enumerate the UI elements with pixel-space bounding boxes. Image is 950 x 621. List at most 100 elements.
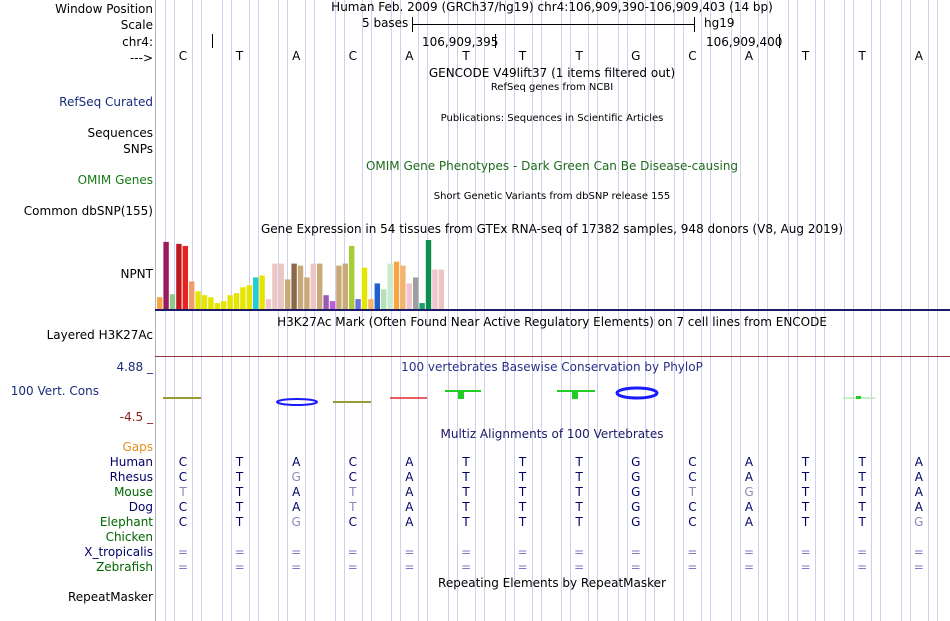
h3k27ac-title: H3K27Ac Mark (Often Found Near Active Re… — [277, 315, 827, 329]
alignment-base: A — [405, 485, 414, 499]
gtex-expression-chart[interactable] — [155, 236, 535, 309]
alignment-base: T — [801, 455, 810, 469]
gtex-tissue-bar — [176, 243, 182, 309]
alignment-base: G — [631, 485, 641, 499]
alignment-base: T — [235, 455, 244, 469]
alignment-base: A — [405, 470, 414, 484]
alignment-base: = — [630, 560, 641, 574]
reference-base: C — [348, 49, 357, 63]
species-label[interactable]: Rhesus — [109, 470, 153, 484]
gtex-tissue-bar — [285, 279, 291, 309]
sequences-track-label[interactable]: Sequences — [87, 126, 153, 140]
gtex-tissue-bar — [310, 263, 316, 309]
alignment-base: G — [631, 500, 641, 514]
reference-base: G — [631, 49, 641, 63]
alignment-base: = — [347, 545, 358, 559]
species-label[interactable]: Mouse — [114, 485, 153, 499]
alignment-base: T — [575, 500, 583, 514]
alignment-base: T — [235, 515, 244, 529]
gtex-tissue-bar — [317, 263, 323, 309]
alignment-base: = — [857, 560, 868, 574]
snps-track-label[interactable]: SNPs — [123, 142, 153, 156]
species-label[interactable]: Elephant — [99, 515, 153, 529]
alignment-base: C — [178, 470, 188, 484]
ruler-tick-1 — [495, 34, 496, 48]
alignment-base: A — [744, 470, 754, 484]
gtex-tissue-bar — [349, 245, 355, 309]
refseq-track-label[interactable]: RefSeq Curated — [59, 95, 153, 109]
alignment-base: T — [575, 455, 583, 469]
gtex-tissue-bar — [291, 263, 297, 309]
dbsnp-track-label[interactable]: Common dbSNP(155) — [23, 204, 153, 218]
alignment-base: = — [460, 545, 472, 559]
alignment-base: A — [292, 500, 301, 514]
gtex-tissue-bar — [438, 269, 444, 309]
gtex-tissue-bar — [208, 297, 214, 309]
alignment-base: G — [631, 455, 641, 469]
alignment-base: C — [178, 455, 188, 469]
gtex-tissue-bar — [374, 283, 380, 309]
alignment-base: T — [462, 485, 470, 499]
gtex-tissue-bar — [182, 245, 188, 309]
alignment-base: T — [518, 455, 527, 469]
scale-bar-left-tick — [412, 17, 413, 32]
alignment-base: = — [234, 560, 245, 574]
alignment-base: T — [349, 485, 357, 499]
gtex-tissue-bar — [400, 265, 406, 309]
reference-base: A — [405, 49, 414, 63]
phylop-title: 100 vertebrates Basewise Conservation by… — [401, 360, 703, 374]
gtex-tissue-bar — [432, 269, 438, 309]
alignment-base: T — [462, 500, 470, 514]
alignment-base: C — [348, 470, 357, 484]
gtex-tissue-bar — [163, 241, 169, 309]
alignment-base: G — [744, 485, 754, 499]
alignment-base: T — [858, 455, 866, 469]
alignment-base: G — [291, 515, 301, 529]
scale-bar — [412, 24, 695, 25]
ruler-coord-2: 106,909,400 — [706, 35, 783, 49]
scale-bar-right-tick — [694, 17, 695, 32]
species-label[interactable]: Zebrafish — [96, 560, 153, 574]
species-label[interactable]: X_tropicalis — [84, 545, 153, 559]
alignment-base: = — [291, 560, 302, 574]
reference-base: T — [235, 49, 244, 63]
omim-track-label[interactable]: OMIM Genes — [77, 173, 153, 187]
alignment-base: = — [404, 545, 415, 559]
phylop-conservation-track[interactable] — [155, 380, 950, 410]
h3k27ac-track-label[interactable]: Layered H3K27Ac — [46, 328, 153, 342]
alignment-base: A — [914, 485, 923, 499]
alignment-base: A — [914, 500, 923, 514]
alignment-base: T — [688, 485, 697, 499]
alignment-base: G — [291, 470, 301, 484]
gtex-tissue-bar — [233, 293, 240, 309]
repeatmasker-track-label[interactable]: RepeatMasker — [67, 590, 153, 604]
chrom-label: chr4: — [122, 35, 153, 49]
alignment-base: T — [575, 470, 583, 484]
gtex-tissue-bar — [201, 295, 208, 309]
alignment-base: T — [462, 515, 470, 529]
alignment-base: T — [801, 470, 810, 484]
scale-text: 5 bases — [362, 16, 409, 30]
alignment-base: = — [630, 545, 641, 559]
species-label[interactable]: Human — [109, 455, 153, 469]
gtex-tissue-bar — [297, 265, 304, 309]
alignment-base: C — [688, 515, 697, 529]
alignment-base: A — [292, 455, 301, 469]
scale-label: Scale — [120, 18, 153, 32]
alignment-base: = — [743, 560, 755, 574]
alignment-base: C — [178, 515, 188, 529]
alignment-base: = — [800, 560, 811, 574]
species-label[interactable]: Dog — [128, 500, 153, 514]
gtex-tissue-bar — [425, 240, 432, 309]
alignment-base: = — [687, 545, 698, 559]
species-label[interactable]: Chicken — [105, 530, 153, 544]
reference-base: C — [688, 49, 697, 63]
gtex-gene-label[interactable]: NPNT — [120, 267, 153, 281]
gtex-tissue-bar — [189, 281, 195, 309]
phylop-track-label[interactable]: 100 Vert. Cons — [10, 384, 99, 398]
alignment-base: = — [574, 560, 585, 574]
alignment-base: T — [858, 515, 866, 529]
alignment-base: = — [517, 560, 528, 574]
strand-label[interactable]: ---> — [129, 51, 153, 65]
alignment-base: A — [405, 515, 414, 529]
